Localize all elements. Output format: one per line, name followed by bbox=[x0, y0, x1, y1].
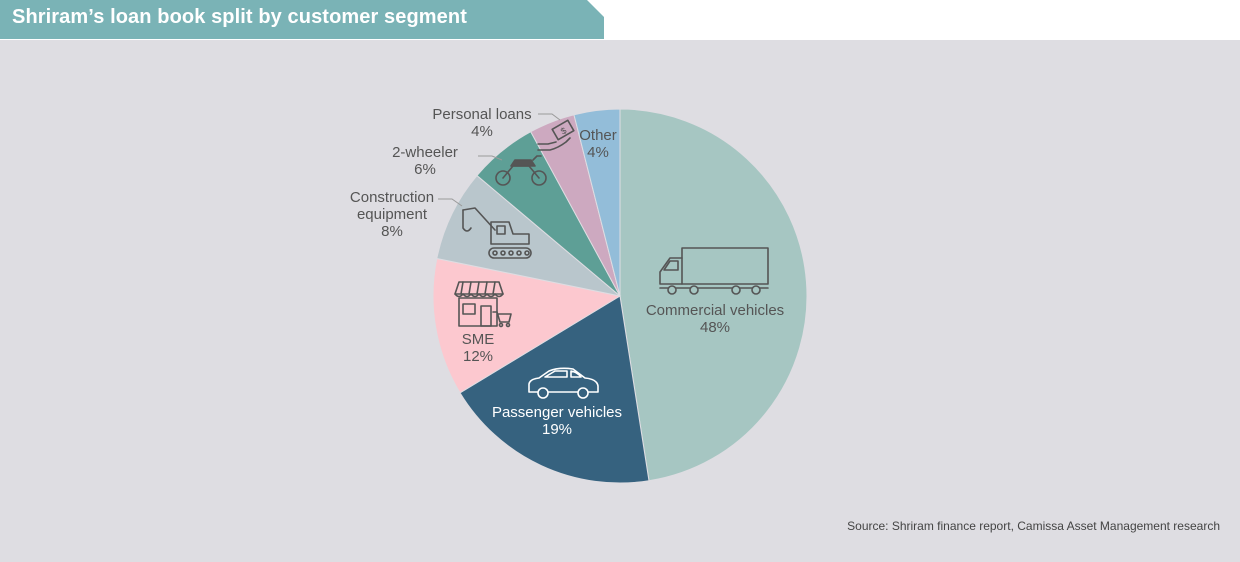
slice-name-label: Construction bbox=[350, 189, 434, 206]
slice-percent-label: 19% bbox=[542, 421, 572, 438]
leader-line bbox=[478, 155, 503, 161]
excavator-icon bbox=[462, 207, 532, 259]
slice-name-label: Personal loans bbox=[432, 106, 531, 123]
source-note: Source: Shriram finance report, Camissa … bbox=[847, 519, 1220, 533]
pie-slice-passenger-vehicles bbox=[459, 295, 650, 484]
slice-name-label: Passenger vehicles bbox=[492, 404, 622, 421]
truck-icon bbox=[659, 247, 769, 295]
slice-percent-label: 12% bbox=[463, 348, 493, 365]
slice-percent-label: 4% bbox=[471, 123, 493, 140]
leader-line bbox=[538, 113, 561, 121]
slice-label: Commercial vehicles 48% bbox=[646, 302, 784, 336]
slice-name-label: equipment bbox=[357, 206, 428, 223]
slice-label: 2-wheeler 6% bbox=[392, 144, 458, 178]
slice-percent-label: 4% bbox=[587, 144, 609, 161]
shop-icon bbox=[454, 281, 512, 328]
car-icon bbox=[528, 367, 599, 399]
svg-text:$: $ bbox=[559, 125, 568, 136]
slice-percent-label: 8% bbox=[381, 223, 403, 240]
money-hand-icon: $ bbox=[537, 119, 575, 151]
slice-label: SME 12% bbox=[462, 331, 495, 365]
slice-name-label: 2-wheeler bbox=[392, 144, 458, 161]
slice-label: Construction equipment 8% bbox=[350, 189, 434, 240]
slice-name-label: SME bbox=[462, 331, 495, 348]
motorcycle-icon bbox=[495, 155, 547, 186]
leader-line bbox=[438, 198, 463, 207]
pie-slice-other bbox=[573, 108, 621, 297]
pie-slice-sme bbox=[432, 257, 622, 394]
slice-label: Passenger vehicles 19% bbox=[492, 404, 622, 438]
slice-label: Personal loans 4% bbox=[432, 106, 531, 140]
chart-title: Shriram’s loan book split by customer se… bbox=[12, 6, 467, 28]
slice-name-label: Commercial vehicles bbox=[646, 302, 784, 319]
title-tab: Shriram’s loan book split by customer se… bbox=[0, 0, 604, 39]
pie-slice-commercial-vehicles bbox=[619, 108, 808, 482]
slice-percent-label: 6% bbox=[414, 161, 436, 178]
slice-name-label: Other bbox=[579, 127, 617, 144]
slice-label: Other 4% bbox=[579, 127, 617, 161]
slice-percent-label: 48% bbox=[700, 319, 730, 336]
